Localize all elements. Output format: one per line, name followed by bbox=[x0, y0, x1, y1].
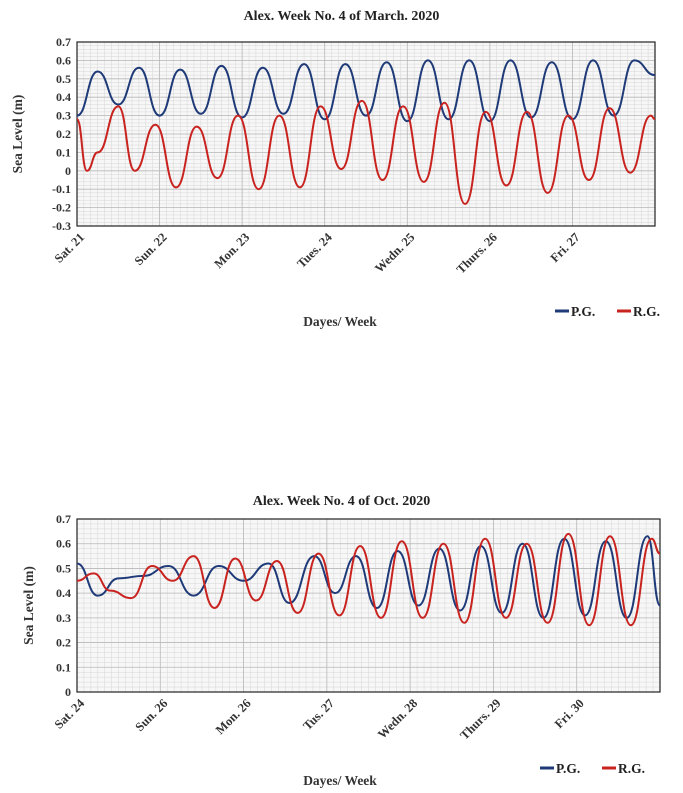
chart-march-2020: Alex. Week No. 4 of March. 2020 0.7 0.6 0.… bbox=[0, 0, 683, 340]
y-tick-label: 0.3 bbox=[56, 611, 71, 625]
y-tick-label: 0.6 bbox=[56, 537, 71, 551]
x-tick-label: Sat. 21 bbox=[52, 230, 87, 265]
y-tick-label: 0.5 bbox=[56, 561, 71, 575]
x-tick-label: Wedn. 25 bbox=[372, 230, 417, 275]
y-tick-label: 0.5 bbox=[56, 72, 71, 86]
x-axis-title: Dayes/ Week bbox=[303, 314, 377, 329]
x-tick-label: Fri. 30 bbox=[552, 696, 587, 731]
plot-border bbox=[76, 41, 656, 227]
y-tick-label: 0.6 bbox=[56, 53, 71, 67]
y-tick-label: 0.1 bbox=[56, 145, 71, 159]
legend-label: R.G. bbox=[633, 304, 660, 319]
y-tick-label: 0.2 bbox=[56, 636, 71, 650]
x-tick-label: Mon. 26 bbox=[213, 696, 254, 737]
y-tick-label: 0.4 bbox=[56, 90, 71, 104]
legend-label: R.G. bbox=[618, 761, 645, 776]
y-tick-label: 0.3 bbox=[56, 109, 71, 123]
series-line-rg bbox=[76, 532, 661, 627]
x-tick-label: Thurs. 29 bbox=[457, 696, 503, 742]
y-tick-label: -0.3 bbox=[52, 219, 71, 233]
y-tick-label: -0.2 bbox=[52, 201, 71, 215]
x-tick-label: Sun. 26 bbox=[132, 696, 170, 734]
y-tick-label: 0.7 bbox=[56, 35, 71, 49]
x-tick-label: Tues. 24 bbox=[294, 230, 335, 271]
legend-label: P.G. bbox=[556, 761, 580, 776]
legend-label: P.G. bbox=[571, 304, 595, 319]
x-tick-label: Mon. 23 bbox=[211, 230, 252, 271]
y-tick-label: 0.4 bbox=[56, 586, 71, 600]
x-tick-label: Sun. 22 bbox=[132, 230, 170, 268]
y-axis-title: Sea Level (m) bbox=[21, 566, 36, 645]
y-tick-label: 0.2 bbox=[56, 127, 71, 141]
x-axis-title: Dayes/ Week bbox=[303, 773, 377, 788]
chart-oct-2020: Alex. Week No. 4 of Oct. 2020 0.7 0.6 0.5 0… bbox=[0, 478, 683, 793]
y-tick-label: 0 bbox=[65, 164, 71, 178]
x-tick-label: Fri. 27 bbox=[548, 230, 583, 265]
chart-title: Alex. Week No. 4 of March. 2020 bbox=[243, 9, 440, 24]
x-tick-label: Thurs. 26 bbox=[454, 230, 500, 276]
series-line-pg bbox=[76, 535, 661, 619]
chart-title: Alex. Week No. 4 of Oct. 2020 bbox=[252, 494, 431, 509]
y-tick-label: 0.7 bbox=[56, 512, 71, 526]
y-tick-label: -0.1 bbox=[52, 182, 71, 196]
y-tick-label: 0.1 bbox=[56, 660, 71, 674]
x-tick-label: Wedn. 28 bbox=[375, 696, 420, 741]
y-axis-title: Sea Level (m) bbox=[10, 95, 25, 174]
y-tick-label: 0 bbox=[65, 685, 71, 699]
x-tick-label: Tus. 27 bbox=[300, 696, 337, 733]
series-line-rg bbox=[76, 99, 656, 205]
x-tick-label: Sat. 24 bbox=[52, 696, 88, 732]
